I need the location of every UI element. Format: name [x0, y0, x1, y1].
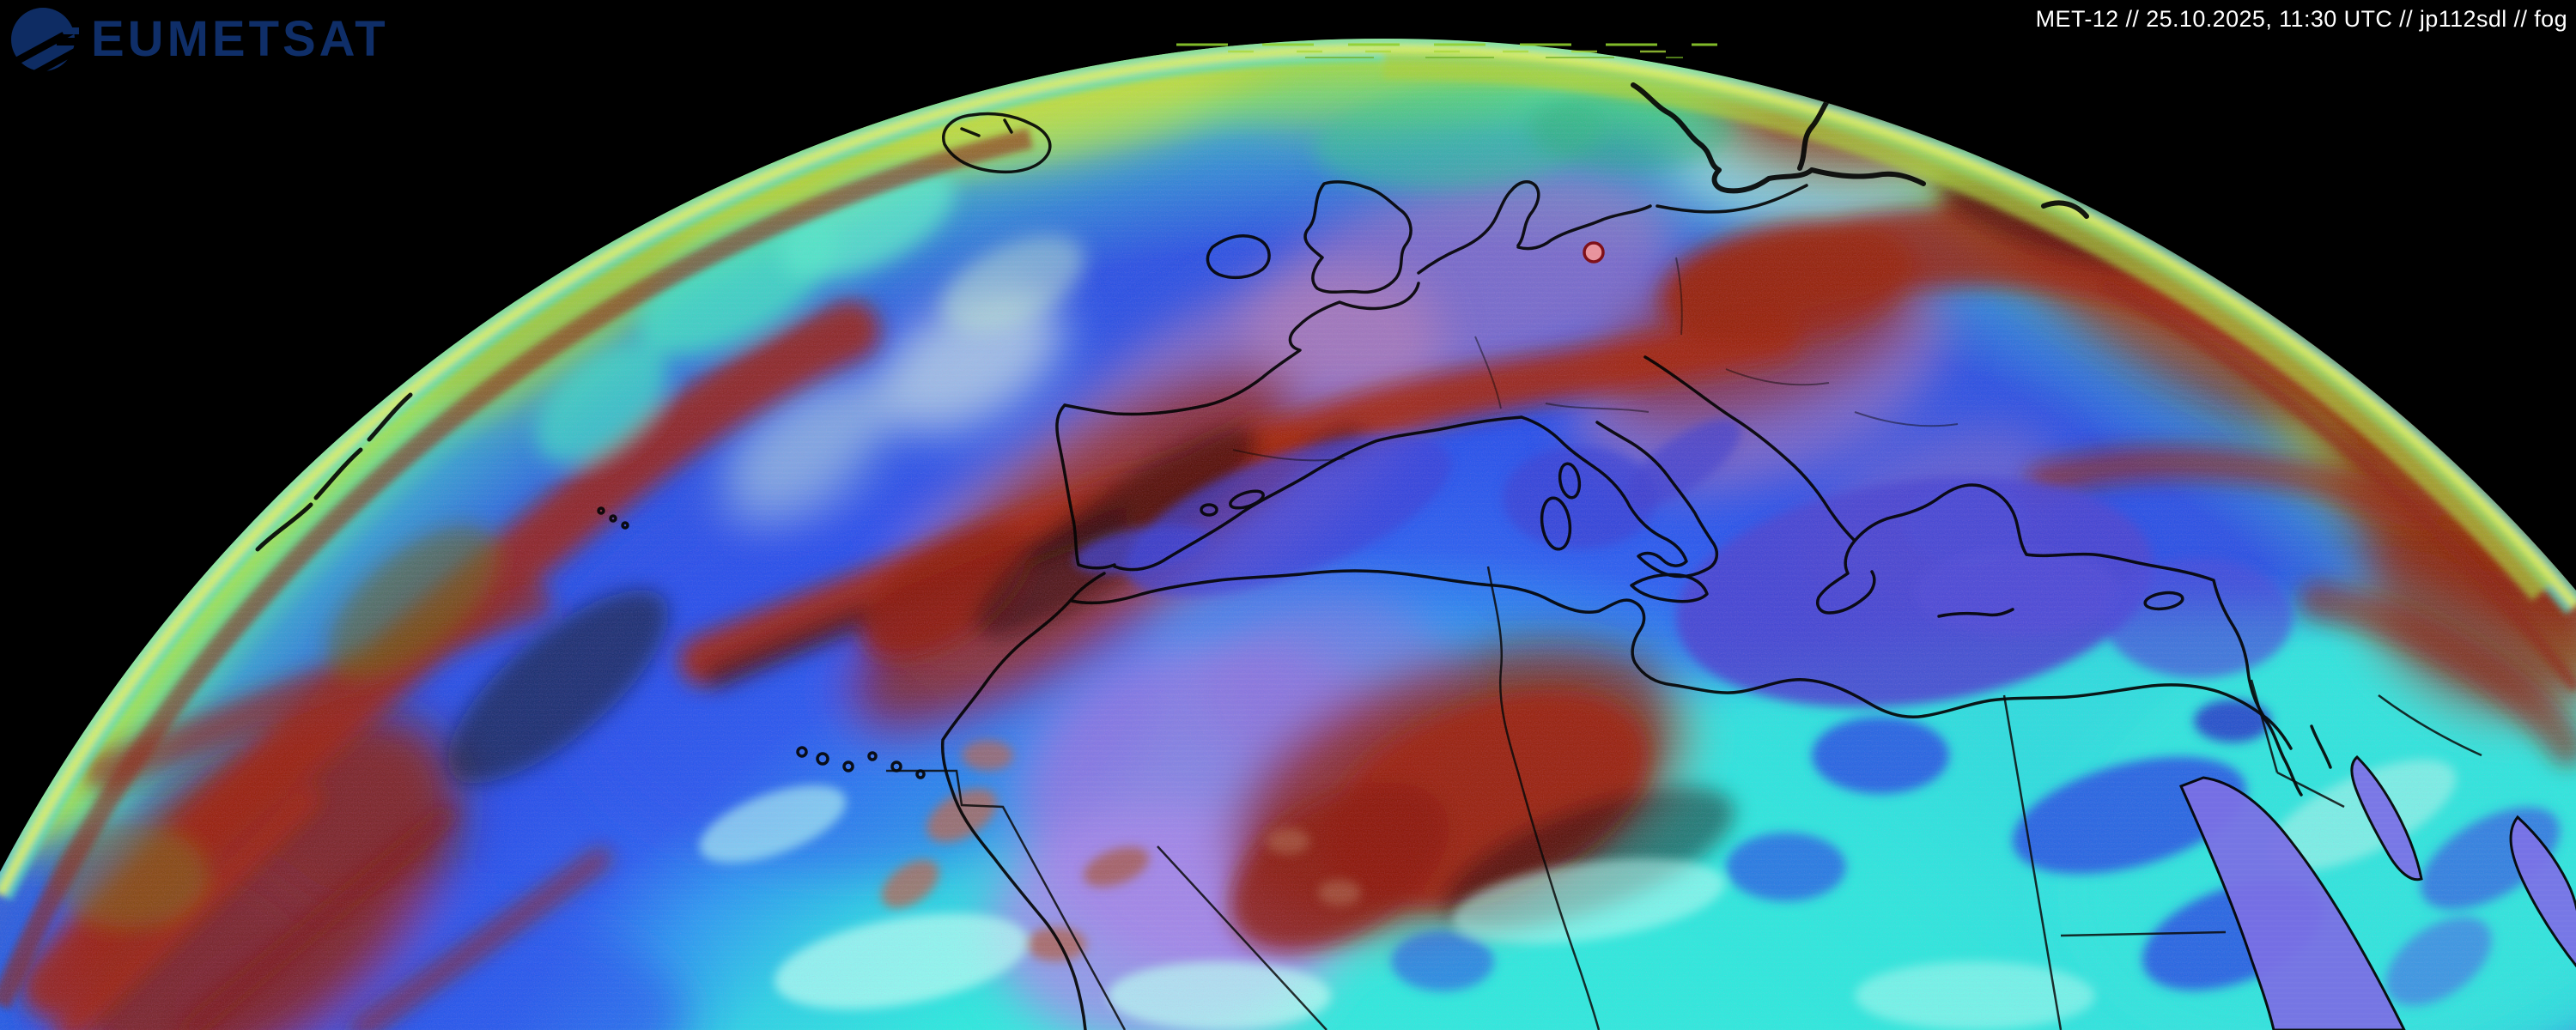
coast-mallorca: [1229, 489, 1265, 510]
borders-libya-egypt: [2002, 694, 2063, 1030]
borders-middle-east: [2250, 679, 2482, 809]
eumetsat-logo: EUMETSAT: [9, 2, 389, 77]
coast-italy: [1520, 415, 1719, 579]
image-annotation-text: MET-12 // 25.10.2025, 11:30 UTC // jp112…: [2035, 6, 2567, 32]
coast-denmark-germany: [1417, 180, 1808, 275]
persian-gulf: [2350, 754, 2423, 882]
eumetsat-logo-text: EUMETSAT: [91, 11, 389, 67]
borders-west-sahara: [886, 769, 1127, 1030]
scanline-artifacts: [1176, 43, 1717, 58]
coast-corsica: [1558, 462, 1582, 500]
coast-north-africa: [1070, 569, 2293, 750]
coast-ireland: [1206, 234, 1271, 280]
coast-sicily: [1630, 573, 1709, 603]
borders-overlay: [886, 257, 2482, 1030]
coast-sinai-gulfs: [2262, 716, 2332, 797]
coast-greenland-limb: [255, 392, 413, 552]
coast-adriatic-east: [1643, 355, 1856, 542]
borders-egypt-sudan: [2060, 930, 2227, 937]
coast-iberia: [1055, 403, 1523, 572]
borders-mauritania-mali: [1157, 845, 1327, 1030]
coast-sardinia: [1540, 496, 1572, 551]
gulf-limb-right: [2509, 815, 2576, 974]
coast-france: [1063, 282, 1420, 416]
coast-azores: [597, 506, 629, 530]
borders-algeria-libya: [1486, 566, 1601, 1030]
coast-morocco-west-africa: [940, 572, 1106, 1030]
coast-ibiza: [1200, 503, 1218, 517]
station-marker-circle: [1583, 241, 1605, 264]
eumetsat-globe-icon: [10, 8, 79, 77]
coast-levant-turkey: [2025, 552, 2265, 718]
coast-cyprus: [2143, 591, 2184, 611]
violet-water-bodies: [2178, 754, 2576, 1030]
coastlines-overlay: [255, 82, 2332, 1030]
red-sea: [2178, 776, 2407, 1030]
coast-norway-baltic: [1631, 82, 2089, 219]
borders-europe: [1232, 257, 1959, 462]
coast-iceland: [942, 112, 1052, 174]
coast-great-britain: [1303, 180, 1413, 294]
